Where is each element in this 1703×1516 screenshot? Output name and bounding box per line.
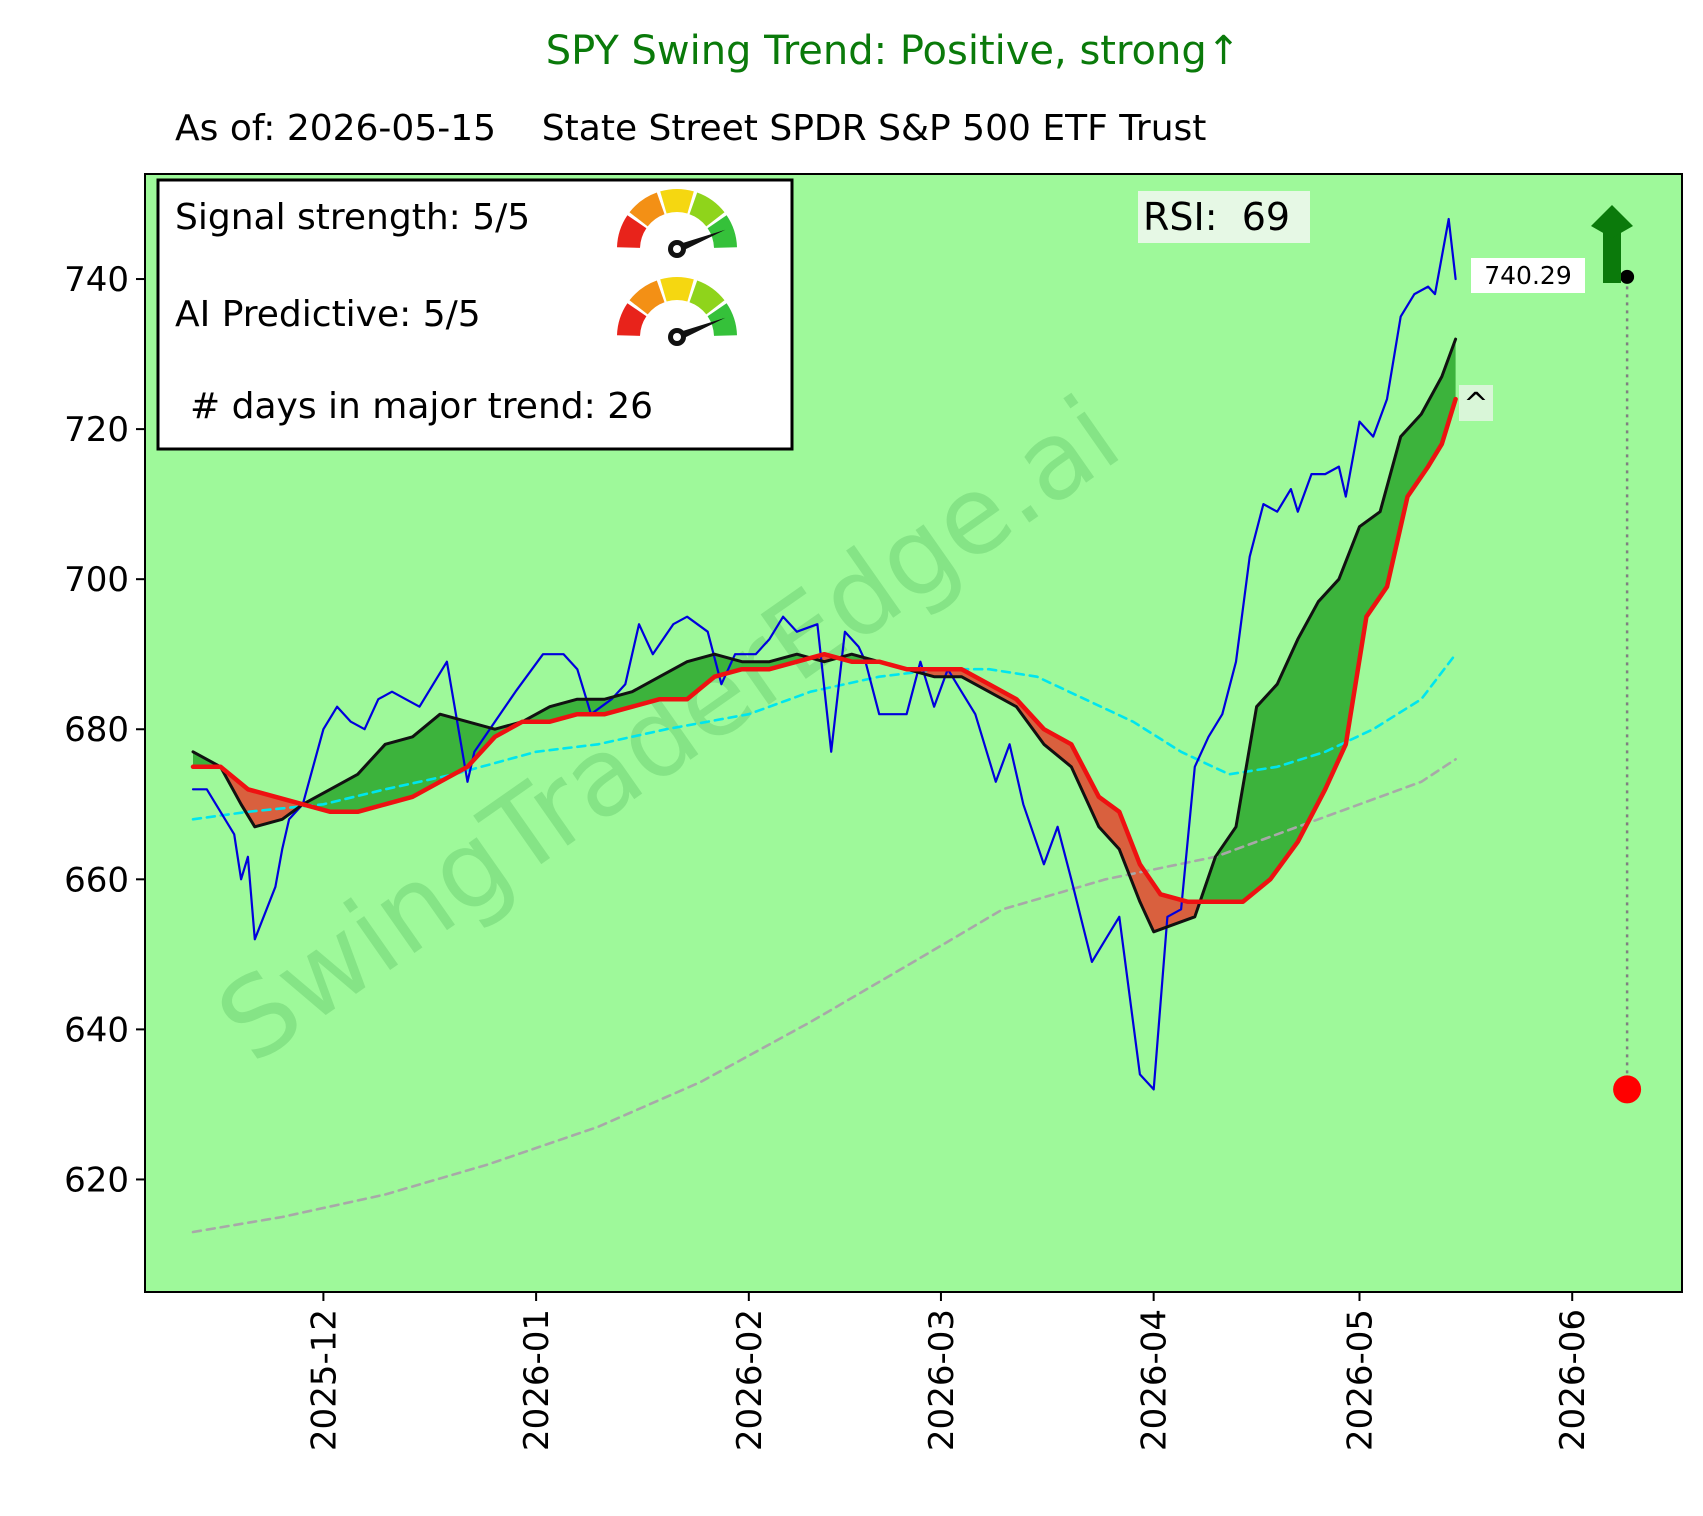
up-arrow-shaft — [1603, 225, 1621, 283]
gauge-segment — [629, 280, 665, 315]
gauge-segment — [617, 303, 647, 336]
bullish-fill-band — [302, 654, 811, 812]
ai-gauge-icon — [617, 277, 737, 346]
price-label-box: 740.29 — [1471, 258, 1585, 293]
gauge-segment — [689, 192, 725, 227]
info-box: Signal strength: 5/5 AI Predictive: 5/5 … — [156, 178, 794, 451]
target-low-dot — [1613, 1075, 1642, 1104]
gauge-hub-center — [673, 245, 681, 253]
bearish-fill-band — [810, 654, 838, 662]
chart-title: SPY Swing Trend: Positive, strong↑ — [546, 28, 1241, 74]
gauge-segment — [707, 215, 737, 248]
x-tick-label: 2026-02 — [730, 1309, 770, 1451]
rsi-box: RSI: 69 — [1138, 191, 1310, 243]
gauge-segment — [617, 215, 647, 248]
x-tick-label: 2026-06 — [1553, 1309, 1593, 1451]
y-tick-label: 740 — [64, 260, 129, 300]
series-layer — [190, 217, 1458, 1234]
axes-layer: 620 640 660 680 700 720 740 2025-12 2026-01 2026-… — [64, 260, 1593, 1451]
y-tick-label: 700 — [64, 560, 129, 600]
bearish-fill-band — [220, 767, 303, 827]
slow-average-line — [190, 396, 1458, 905]
x-tick-label: 2025-12 — [304, 1309, 344, 1451]
long-average-line — [191, 758, 1457, 1234]
y-tick-label: 720 — [64, 410, 129, 450]
gauge-needle — [675, 317, 726, 341]
x-tick-label: 2026-05 — [1341, 1309, 1381, 1451]
signal-strength-label: Signal strength: 5/5 — [175, 197, 530, 238]
y-tick-label: 640 — [64, 1010, 129, 1050]
price-line — [191, 217, 1457, 1091]
up-arrow-head — [1591, 205, 1633, 238]
rsi-label: RSI: 69 — [1143, 195, 1290, 239]
x-tick-label: 2026-01 — [517, 1309, 557, 1451]
gauge-segment — [660, 189, 694, 214]
gauge-segment — [660, 277, 694, 302]
gauge-hub-center — [673, 333, 681, 341]
y-tick-label: 660 — [64, 860, 129, 900]
days-in-trend-label: # days in major trend: 26 — [190, 386, 653, 427]
gauge-segment — [707, 303, 737, 336]
signal-gauge-icon — [617, 189, 737, 258]
gauge-segment — [629, 192, 665, 227]
y-tick-label: 680 — [64, 710, 129, 750]
x-tick-label: 2026-03 — [922, 1309, 962, 1451]
gauge-segment — [689, 280, 725, 315]
y-tick-label: 620 — [64, 1160, 129, 1200]
gauge-needle — [675, 229, 726, 253]
x-tick-label: 2026-04 — [1135, 1309, 1175, 1451]
signal-marker: ^ — [1459, 385, 1493, 422]
last-price-label: 740.29 — [1484, 261, 1571, 290]
target-price-dot — [1620, 269, 1635, 284]
ai-predictive-label: AI Predictive: 5/5 — [175, 294, 481, 335]
target-arrow — [1591, 205, 1642, 1104]
chart-subtitle: As of: 2026-05-15 State Street SPDR S&P … — [175, 108, 1206, 149]
signal-marker-label: ^ — [1463, 387, 1488, 422]
bullish-fill-band — [1200, 339, 1456, 902]
